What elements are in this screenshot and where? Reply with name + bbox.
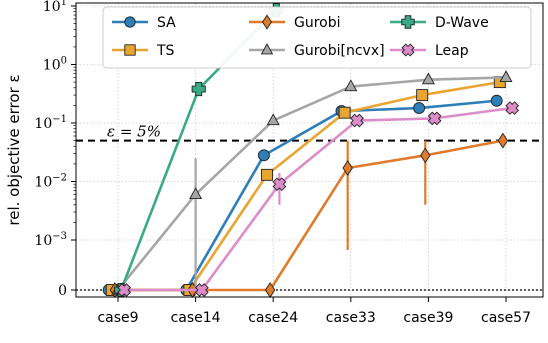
- data-point: [261, 168, 273, 181]
- y-tick-label: 100: [43, 56, 67, 74]
- data-point: [262, 14, 272, 30]
- data-point: [505, 101, 520, 115]
- data-point: [499, 70, 513, 83]
- series-line: [111, 80, 501, 292]
- series-ts: [105, 76, 506, 296]
- y-tick-label: 10−2: [34, 173, 67, 191]
- series-line: [124, 106, 513, 292]
- data-point-shape: [272, 177, 287, 192]
- data-point: [420, 147, 431, 164]
- legend: SA TS Gurobi Gurobi[ncvx] D-Wave Leap: [102, 6, 532, 69]
- series-line: [108, 99, 497, 292]
- x-tick-label: case24: [248, 310, 298, 326]
- legend-label: Gurobi[ncvx]: [294, 43, 385, 59]
- y-tick-label: 10−1: [34, 114, 67, 132]
- legend-label: Gurobi: [294, 15, 341, 31]
- legend-label: Leap: [435, 43, 469, 59]
- x-tick-label: case9: [97, 310, 138, 326]
- data-point-shape: [194, 283, 209, 297]
- data-point: [342, 160, 353, 176]
- x-tick-label: case33: [326, 310, 376, 326]
- data-point-shape: [401, 43, 415, 57]
- data-point: [266, 113, 280, 126]
- data-point: [191, 82, 206, 97]
- plot-frame: [75, 2, 544, 298]
- data-point: [117, 283, 132, 297]
- legend-label: SA: [157, 15, 176, 31]
- data-point: [194, 283, 209, 297]
- data-point: [421, 72, 435, 85]
- threshold-label: ε = 5%: [107, 123, 161, 141]
- series-line: [114, 139, 504, 292]
- data-point-shape: [505, 101, 520, 115]
- legend-label: TS: [156, 43, 175, 59]
- series-line: [116, 76, 507, 291]
- data-point: [344, 79, 358, 92]
- legend-item: Gurobi: [249, 14, 341, 31]
- data-point: [401, 43, 415, 57]
- legend-item: D-Wave: [390, 15, 489, 31]
- series-gurobi-ncvx-: [111, 70, 513, 295]
- legend-item: TS: [112, 43, 175, 59]
- data-point: [413, 102, 426, 115]
- threshold-line: ε = 5%: [76, 123, 543, 291]
- legend-item: Gurobi[ncvx]: [249, 43, 385, 59]
- legend-label: D-Wave: [435, 15, 489, 31]
- series-group: [102, 3, 520, 298]
- series-leap: [117, 101, 520, 297]
- data-point: [124, 16, 136, 28]
- data-point: [338, 106, 351, 119]
- y-axis-title: rel. objective error ε: [5, 74, 23, 225]
- data-point: [490, 94, 503, 107]
- data-point: [350, 113, 364, 128]
- data-point: [257, 149, 270, 162]
- data-point: [401, 15, 415, 29]
- x-axis: case9 case14 case24 case33 case39 case57: [97, 297, 531, 326]
- data-point: [260, 43, 274, 55]
- data-point-shape: [117, 283, 132, 297]
- x-tick-label: case57: [481, 310, 531, 326]
- y-axis: 010−310−210−1100101102: [34, 0, 76, 299]
- data-point-shape: [350, 113, 364, 128]
- x-tick-label: case39: [403, 310, 453, 326]
- data-point: [497, 132, 509, 149]
- data-point: [189, 187, 203, 200]
- data-point: [124, 44, 136, 56]
- data-point: [416, 89, 429, 102]
- data-point-shape: [427, 111, 442, 126]
- legend-item: Leap: [390, 43, 469, 59]
- y-tick-label: 10−3: [34, 231, 67, 249]
- data-point: [427, 111, 442, 126]
- series-gurobi: [109, 132, 509, 298]
- x-tick-label: case14: [171, 310, 221, 326]
- y-tick-label: 101: [43, 0, 67, 15]
- legend-item: SA: [112, 15, 176, 31]
- y-tick-label: 0: [58, 283, 67, 299]
- data-point: [272, 177, 287, 192]
- series-sa: [102, 94, 503, 296]
